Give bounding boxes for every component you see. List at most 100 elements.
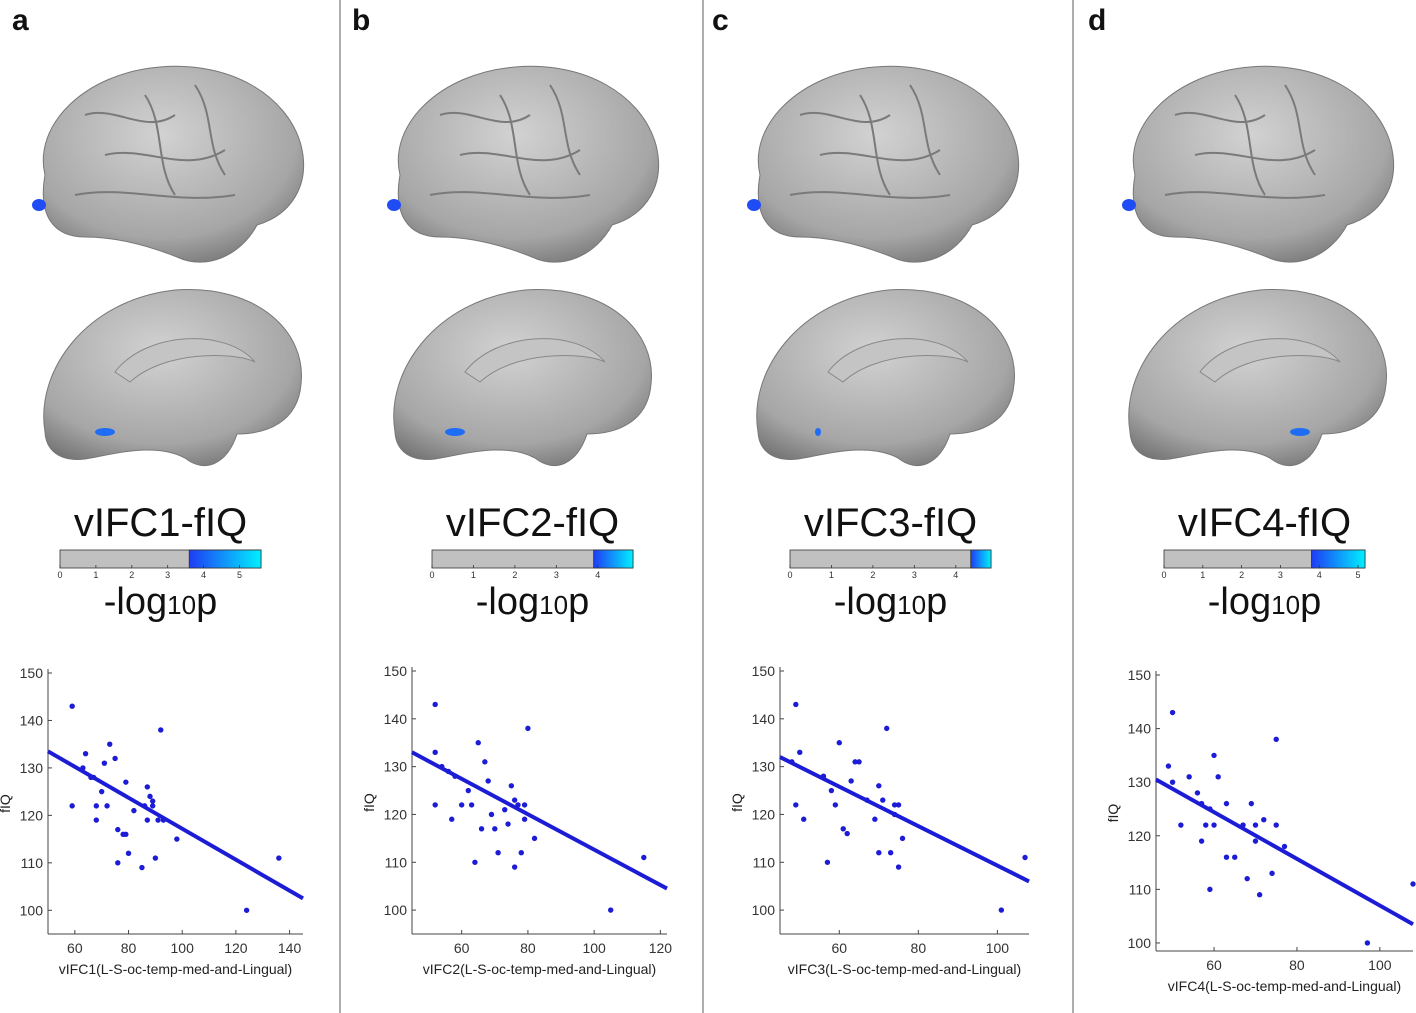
- point: [485, 778, 491, 784]
- point: [521, 802, 528, 808]
- colorbar-tick-label: 1: [93, 570, 98, 580]
- sulcus: [1194, 149, 1316, 162]
- point: [147, 793, 153, 800]
- y-tick-label: 150: [20, 665, 44, 681]
- colorbar-tick-label: 4: [1317, 570, 1322, 580]
- point: [801, 816, 807, 822]
- point: [123, 779, 129, 785]
- point: [1165, 763, 1172, 769]
- panel-title: vIFC2-fIQ: [446, 501, 619, 545]
- y-tick-label: 120: [384, 806, 408, 822]
- y-tick-label: 130: [384, 759, 408, 775]
- brain-surface: [1132, 65, 1395, 263]
- point: [793, 701, 799, 708]
- point: [856, 759, 862, 765]
- activation-spot: [445, 428, 465, 436]
- point: [511, 797, 518, 803]
- brain-surface: [397, 65, 660, 263]
- point: [488, 811, 495, 818]
- x-tick-label: 100: [986, 940, 1010, 956]
- point: [174, 836, 180, 842]
- point: [472, 859, 478, 865]
- x-tick-label: 60: [67, 940, 83, 956]
- sulcus: [429, 191, 591, 199]
- point: [1022, 854, 1028, 861]
- colorbar-label-part: 10: [167, 590, 196, 620]
- colorbar-tick-label: 3: [1278, 570, 1283, 580]
- activation-spot: [387, 199, 401, 211]
- colorbar-label-part: 10: [897, 590, 926, 620]
- sulcus: [439, 111, 531, 124]
- point: [1364, 940, 1371, 946]
- point: [1169, 779, 1176, 785]
- colorbar-significant: [1311, 549, 1366, 569]
- point: [131, 807, 137, 814]
- point: [112, 755, 118, 762]
- point: [101, 760, 108, 766]
- point: [115, 860, 121, 866]
- brain-lateral: [32, 65, 305, 263]
- colorbar-label-part: p: [1300, 581, 1321, 623]
- colorbar-label: -log10p: [834, 581, 947, 623]
- point: [69, 703, 75, 709]
- y-tick-label: 100: [752, 902, 776, 918]
- colorbar-tick-label: 1: [1200, 570, 1205, 580]
- sulcus: [84, 111, 176, 124]
- point: [495, 850, 501, 856]
- point: [144, 817, 151, 823]
- point: [93, 803, 100, 809]
- corpus-callosum: [114, 338, 256, 383]
- activation-spot: [95, 428, 115, 436]
- y-tick-label: 100: [384, 902, 408, 918]
- point: [104, 803, 110, 809]
- point: [69, 803, 75, 809]
- point: [887, 850, 894, 856]
- sulcus: [909, 84, 941, 176]
- point: [1252, 838, 1259, 844]
- colorbar-tick-label: 0: [1161, 570, 1166, 580]
- point: [840, 826, 846, 832]
- point: [793, 802, 799, 808]
- regression-line: [411, 750, 668, 891]
- sulcus: [144, 94, 176, 196]
- sulcus: [1234, 94, 1266, 196]
- brain-lateral: [1122, 65, 1395, 263]
- x-tick-label: 60: [831, 940, 847, 956]
- panel-title: vIFC1-fIQ: [74, 501, 247, 545]
- point: [123, 831, 129, 838]
- brain-medial: [1128, 289, 1387, 467]
- colorbar-label-part: 10: [1271, 590, 1300, 620]
- colorbar-label-part: p: [926, 581, 947, 623]
- point: [152, 855, 159, 861]
- point: [1223, 800, 1230, 807]
- point: [884, 725, 890, 732]
- x-tick-label: 60: [454, 940, 470, 956]
- panel-letter: a: [12, 4, 29, 37]
- colorbar-base: [789, 549, 992, 569]
- colorbar-tick-label: 2: [870, 570, 875, 580]
- colorbar-tick-label: 4: [595, 570, 600, 580]
- x-tick-label: 120: [649, 940, 673, 956]
- point: [852, 759, 858, 765]
- point: [1207, 886, 1213, 893]
- point: [107, 741, 113, 747]
- point: [465, 787, 471, 794]
- point: [828, 787, 835, 794]
- sulcus: [104, 149, 226, 162]
- point: [502, 806, 508, 813]
- point: [899, 835, 906, 842]
- point: [876, 850, 882, 856]
- point: [511, 864, 518, 870]
- panel-letter: b: [352, 4, 370, 37]
- activation-spot: [1122, 199, 1136, 211]
- y-axis-label: fIQ: [729, 793, 745, 812]
- point: [432, 749, 438, 755]
- x-tick-label: 100: [582, 940, 606, 956]
- point: [508, 783, 515, 789]
- point: [144, 784, 151, 790]
- brain-medial: [756, 289, 1015, 467]
- x-tick-label: 60: [1206, 957, 1222, 973]
- sulcus: [499, 94, 531, 196]
- colorbar-significant: [970, 549, 992, 569]
- colorbar-tick-label: 2: [1239, 570, 1244, 580]
